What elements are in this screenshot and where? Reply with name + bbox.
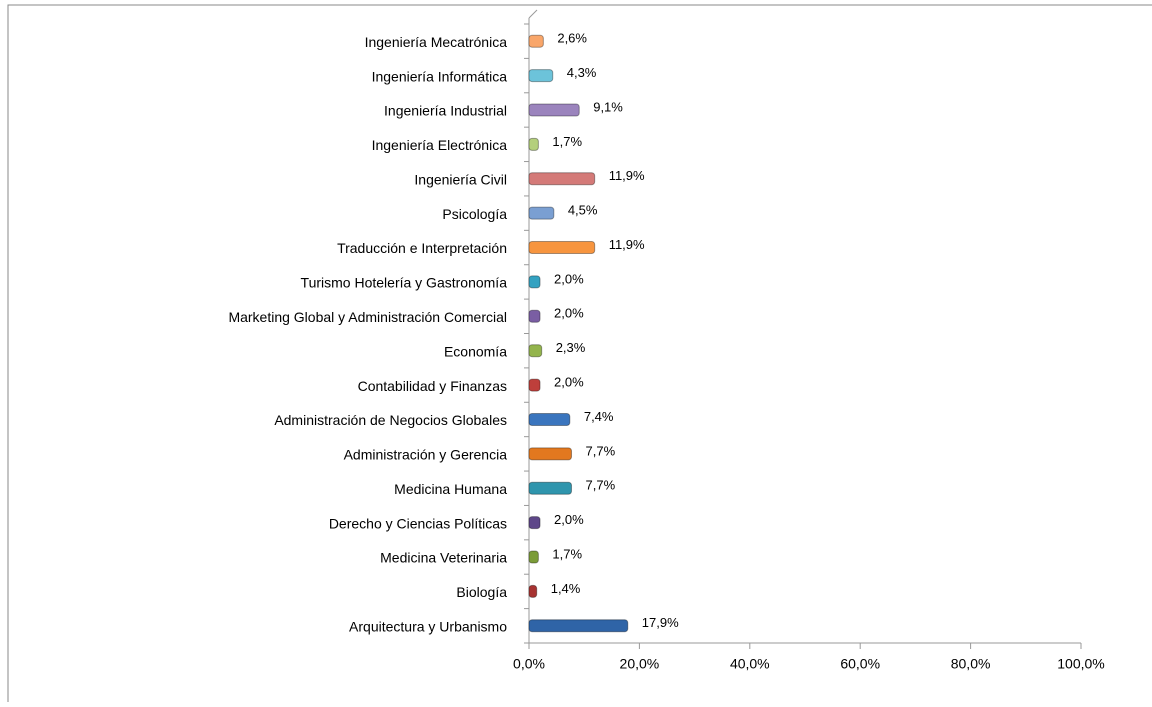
value-label: 7,4%: [584, 409, 614, 424]
bar: [528, 69, 554, 83]
bar: [528, 550, 539, 564]
value-label: 9,1%: [593, 99, 623, 114]
value-label: 2,0%: [554, 375, 584, 390]
y-tick-label: Traducción e Interpretación: [337, 240, 507, 256]
bar: [528, 206, 555, 220]
value-label: 7,7%: [586, 478, 616, 493]
value-label: 11,9%: [609, 168, 645, 183]
bar: [528, 137, 539, 151]
bar: [528, 34, 544, 48]
x-tick-label: 100,0%: [1057, 656, 1104, 672]
value-label: 11,9%: [609, 237, 645, 252]
value-label: 2,6%: [557, 31, 587, 46]
value-label: 2,3%: [556, 340, 586, 355]
x-tick-label: 80,0%: [951, 656, 991, 672]
y-tick-label: Ingeniería Industrial: [384, 103, 507, 119]
bar: [528, 378, 541, 392]
bar: [528, 619, 629, 633]
y-tick-label: Contabilidad y Finanzas: [358, 378, 507, 394]
value-label: 1,7%: [552, 546, 582, 561]
y-axis-depth: [528, 9, 538, 19]
x-tick-label: 60,0%: [840, 656, 880, 672]
y-tick-label: Derecho y Ciencias Políticas: [329, 515, 507, 531]
bar: [528, 412, 571, 426]
y-tick-label: Medicina Veterinaria: [380, 550, 507, 566]
value-label: 4,5%: [568, 203, 598, 218]
y-tick-label: Medicina Humana: [394, 481, 507, 497]
y-tick-label: Ingeniería Mecatrónica: [365, 34, 508, 50]
y-tick-label: Marketing Global y Administración Comerc…: [228, 309, 507, 325]
bar: [528, 275, 541, 289]
x-tick-label: 0,0%: [513, 656, 545, 672]
value-label: 2,0%: [554, 512, 584, 527]
value-label: 17,9%: [642, 615, 679, 630]
y-tick-label: Ingeniería Electrónica: [372, 137, 508, 153]
value-label: 2,0%: [554, 306, 584, 321]
bar: [528, 584, 538, 598]
value-label: 4,3%: [567, 65, 597, 80]
y-tick-label: Biología: [456, 584, 507, 600]
value-label: 1,4%: [551, 581, 581, 596]
y-tick-label: Psicología: [442, 206, 507, 222]
value-label: 7,7%: [586, 443, 616, 458]
y-tick-label: Administración de Negocios Globales: [274, 412, 507, 428]
value-label: 1,7%: [552, 134, 582, 149]
bar: [528, 481, 573, 495]
bar: [528, 447, 573, 461]
y-tick-label: Ingeniería Civil: [414, 171, 507, 187]
y-tick-label: Ingeniería Informática: [372, 68, 508, 84]
value-label: 2,0%: [554, 271, 584, 286]
x-tick-label: 20,0%: [620, 656, 660, 672]
bar: [528, 344, 543, 358]
bar: [528, 309, 541, 323]
x-tick-label: 40,0%: [730, 656, 770, 672]
y-tick-label: Arquitectura y Urbanismo: [349, 619, 507, 635]
bar: [528, 103, 580, 117]
y-tick-label: Turismo Hotelería y Gastronomía: [301, 275, 508, 291]
bar: [528, 516, 541, 530]
bar: [528, 241, 596, 255]
y-tick-label: Economía: [444, 343, 507, 359]
bar: [528, 172, 596, 186]
y-tick-label: Administración y Gerencia: [344, 447, 508, 463]
